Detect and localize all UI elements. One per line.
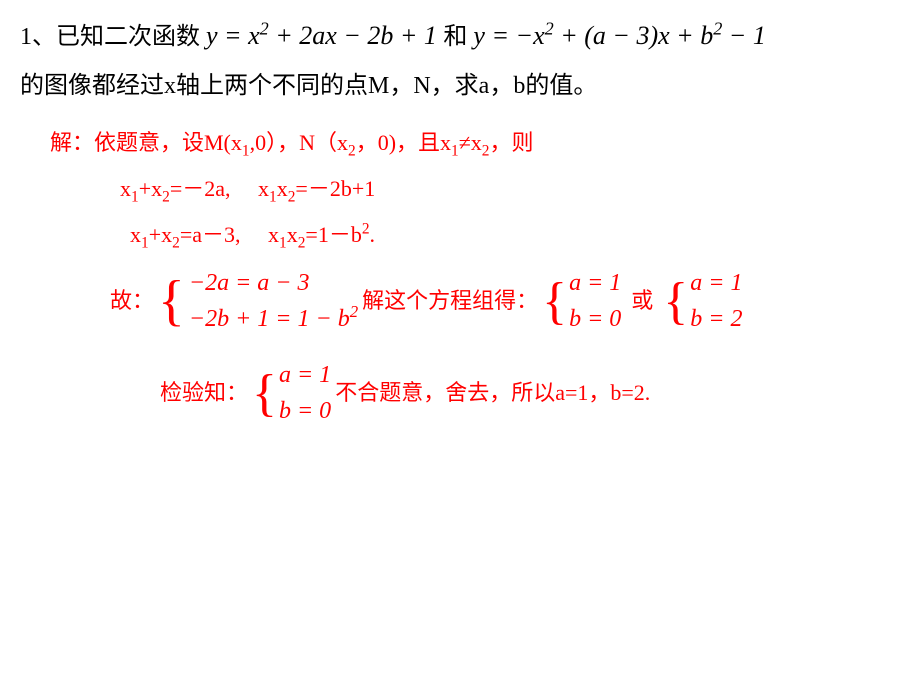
check-suffix: 不合题意，舍去，所以a=1，b=2.	[335, 372, 650, 414]
problem-line2: 的图像都经过x轴上两个不同的点M，N，求a，b的值。	[20, 73, 597, 99]
system-prefix: 故：	[110, 280, 154, 322]
problem-mid: 和	[443, 24, 473, 50]
vieta-line-1: x1+x2=－2a, x1x2=－2b+1	[50, 168, 900, 210]
solution-set-1: { a = 1 b = 0	[542, 265, 621, 337]
brace-icon: {	[252, 373, 277, 415]
verification-row: 检验知： { a = 1 b = 0 不合题意，舍去，所以a=1，b=2.	[50, 357, 900, 429]
equation-1: y = x2 + 2ax − 2b + 1	[206, 21, 443, 50]
system-mid: 解这个方程组得：	[362, 280, 538, 322]
problem-statement: 1、已知二次函数 y = x2 + 2ax − 2b + 1 和 y = −x2…	[20, 10, 900, 110]
solution-block: 解：依题意，设M(x1,0），N（x2，0)，且x1≠x2，则 x1+x2=－2…	[20, 122, 900, 429]
rejected-solution: { a = 1 b = 0	[252, 357, 331, 429]
solution-line-1: 解：依题意，设M(x1,0），N（x2，0)，且x1≠x2，则	[50, 122, 900, 164]
vieta-line-2: x1+x2=a－3, x1x2=1－b2.	[50, 214, 900, 256]
system-1: { −2a = a − 3 −2b + 1 = 1 − b2	[158, 265, 358, 337]
equation-2: y = −x2 + (a − 3)x + b2 − 1	[473, 21, 765, 50]
check-prefix: 检验知：	[160, 372, 248, 414]
problem-prefix: 1、已知二次函数	[20, 24, 206, 50]
system-row: 故： { −2a = a − 3 −2b + 1 = 1 − b2 解这个方程组…	[50, 265, 900, 337]
solution-set-2: { a = 1 b = 2	[663, 265, 742, 337]
brace-icon: {	[663, 281, 688, 323]
or-text: 或	[631, 280, 653, 322]
brace-icon: {	[158, 279, 185, 324]
brace-icon: {	[542, 281, 567, 323]
